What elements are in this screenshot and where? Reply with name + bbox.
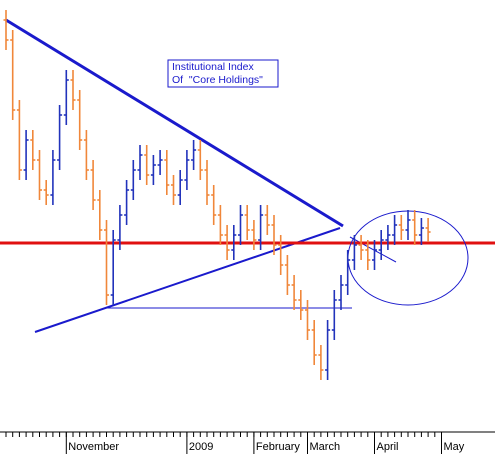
annotation: Of "Core Holdings" bbox=[172, 74, 263, 86]
trend-line bbox=[5, 18, 344, 228]
x-axis-labels: November 2009 February March April May bbox=[5, 432, 465, 454]
bars bbox=[3, 10, 431, 380]
annotation-box bbox=[167, 59, 279, 88]
x-tick-label: March bbox=[310, 441, 341, 453]
x-tick-label: November bbox=[68, 441, 119, 453]
annotation: Institutional Index bbox=[172, 61, 254, 73]
x-tick-label: April bbox=[377, 441, 399, 453]
x-tick-label: May bbox=[444, 441, 465, 453]
trend-line bbox=[34, 227, 341, 333]
x-tick-label: 2009 bbox=[189, 441, 213, 453]
x-tick-label: February bbox=[256, 441, 301, 453]
trend-line bbox=[349, 236, 397, 263]
